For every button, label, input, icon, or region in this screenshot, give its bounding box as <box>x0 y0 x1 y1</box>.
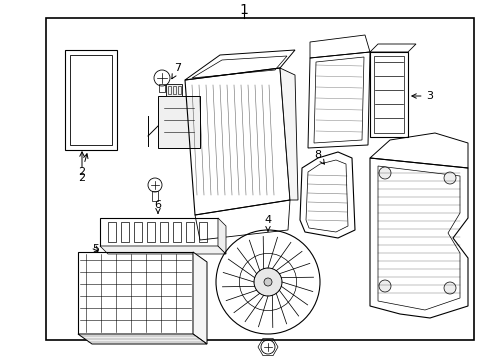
Bar <box>199 222 206 242</box>
Circle shape <box>378 167 390 179</box>
Text: 4: 4 <box>264 215 271 231</box>
Bar <box>70 55 112 145</box>
Bar <box>152 191 158 201</box>
Bar <box>160 222 168 242</box>
Text: 3: 3 <box>411 91 433 101</box>
Text: 2: 2 <box>78 154 88 177</box>
Bar <box>159 84 164 92</box>
Polygon shape <box>193 252 206 344</box>
Text: 8: 8 <box>314 150 324 164</box>
Circle shape <box>443 172 455 184</box>
Polygon shape <box>78 334 206 344</box>
Bar <box>168 86 171 94</box>
Circle shape <box>264 278 271 286</box>
Polygon shape <box>280 68 297 200</box>
Circle shape <box>378 280 390 292</box>
Circle shape <box>253 268 282 296</box>
Bar <box>173 222 181 242</box>
Bar <box>369 52 407 137</box>
Bar <box>121 222 129 242</box>
Text: 2: 2 <box>78 152 85 183</box>
Bar <box>158 96 200 148</box>
Bar <box>147 222 155 242</box>
Bar <box>65 50 117 150</box>
Text: 5: 5 <box>92 244 99 254</box>
Bar <box>178 86 181 94</box>
Bar <box>78 252 193 334</box>
Text: 1: 1 <box>239 3 248 17</box>
Text: 6: 6 <box>154 200 161 213</box>
Bar <box>134 222 142 242</box>
Bar <box>373 56 403 133</box>
Bar <box>46 18 473 340</box>
Bar <box>100 218 218 246</box>
Bar <box>185 222 194 242</box>
Circle shape <box>443 282 455 294</box>
Polygon shape <box>218 218 225 254</box>
Bar <box>173 86 176 94</box>
Polygon shape <box>100 246 225 254</box>
Bar <box>108 222 116 242</box>
Bar <box>165 84 182 96</box>
Text: 7: 7 <box>171 63 181 79</box>
